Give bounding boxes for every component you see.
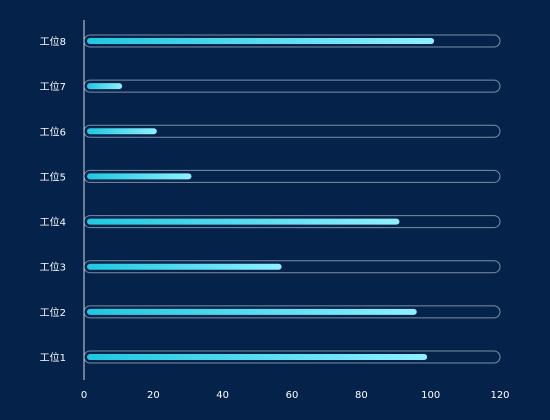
bar-3 <box>87 263 282 270</box>
bar-track-7 <box>83 79 501 93</box>
x-tick-20: 20 <box>147 390 160 401</box>
bar-4 <box>87 218 400 225</box>
category-label-5: 工位5 <box>40 170 66 183</box>
category-label-4: 工位4 <box>40 216 66 229</box>
x-tick-100: 100 <box>421 390 440 401</box>
category-label-8: 工位8 <box>40 35 66 48</box>
x-tick-60: 60 <box>286 390 299 401</box>
x-tick-40: 40 <box>216 390 229 401</box>
category-label-1: 工位1 <box>40 351 66 364</box>
bar-8 <box>87 38 435 44</box>
category-label-7: 工位7 <box>40 80 66 93</box>
bar-1 <box>87 354 428 360</box>
x-tick-120: 120 <box>490 390 509 401</box>
category-label-2: 工位2 <box>40 306 66 319</box>
category-labels: 工位1 工位2 工位3 工位4 工位5 工位6 工位7 工位8 <box>40 35 66 364</box>
x-tick-0: 0 <box>81 390 87 401</box>
x-tick-80: 80 <box>355 390 368 401</box>
bar-6 <box>87 128 157 135</box>
bar-7 <box>87 83 123 90</box>
bar-2 <box>87 308 417 315</box>
category-label-3: 工位3 <box>40 261 66 274</box>
x-tick-labels: 0 20 40 60 80 100 120 <box>81 390 510 401</box>
bars <box>87 38 435 360</box>
bar-5 <box>87 173 192 180</box>
category-label-6: 工位6 <box>40 125 66 138</box>
